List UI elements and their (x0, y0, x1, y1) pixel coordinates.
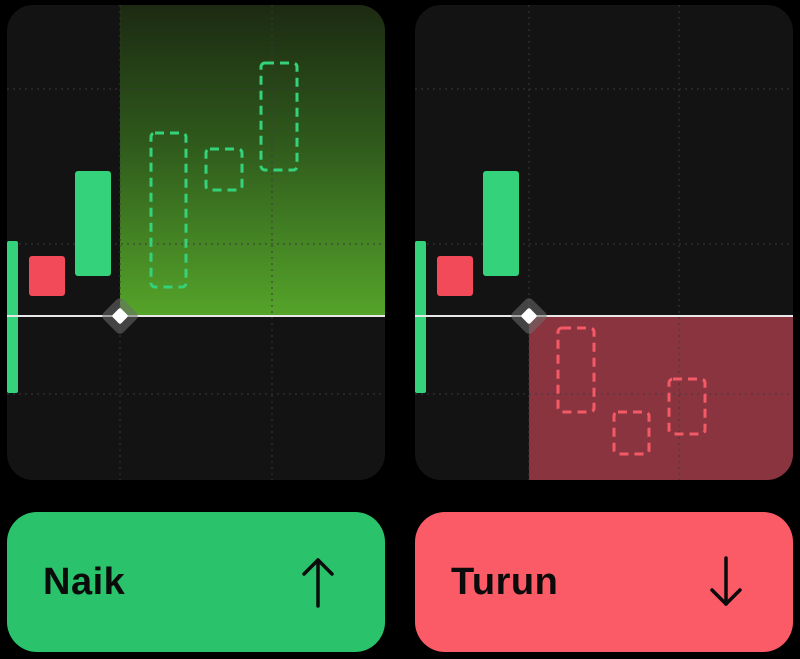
candle-green (75, 171, 111, 276)
naik-button[interactable]: Naik (7, 512, 385, 652)
down-prediction-chart (415, 5, 793, 480)
up-prediction-chart (7, 5, 385, 480)
predicted-candle-2 (204, 147, 244, 192)
arrow-up-icon (301, 556, 335, 608)
predicted-candle-3 (259, 61, 299, 172)
candle-green (483, 171, 519, 276)
predicted-candle-2 (612, 410, 651, 456)
turun-button-label: Turun (451, 560, 559, 603)
grid-lines (7, 5, 385, 480)
up-prediction-zone (120, 5, 385, 316)
candle-red (437, 256, 473, 296)
grid-lines (415, 5, 793, 480)
turun-button[interactable]: Turun (415, 512, 793, 652)
naik-button-label: Naik (43, 560, 126, 603)
up-chart-svg (7, 5, 385, 480)
candle-red (29, 256, 65, 296)
down-chart-svg (415, 5, 793, 480)
entry-point-marker (102, 298, 138, 334)
down-prediction-zone (529, 316, 793, 480)
entry-point-marker (511, 298, 547, 334)
predicted-candle-1 (556, 326, 596, 414)
predicted-candle-1 (149, 131, 188, 289)
arrow-down-icon (709, 556, 743, 608)
